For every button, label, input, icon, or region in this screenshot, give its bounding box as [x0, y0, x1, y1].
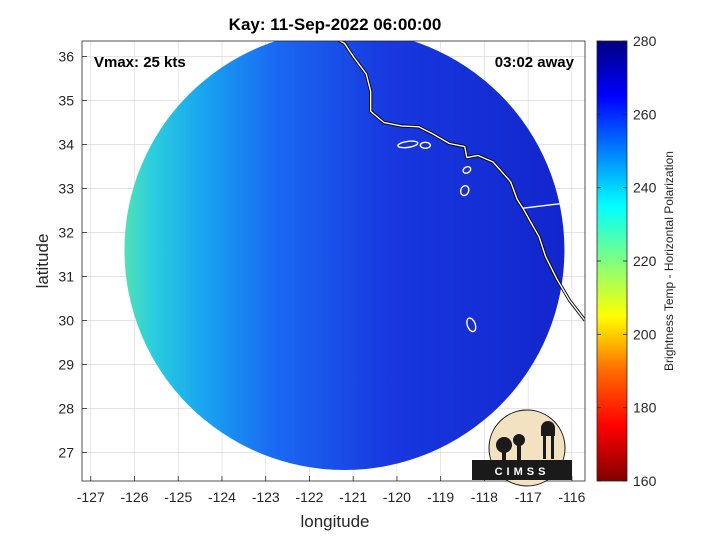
colorbar-tick-label: 260	[633, 106, 657, 122]
y-tick-label: 30	[58, 312, 74, 328]
colorbar-tick-label: 160	[633, 473, 657, 489]
swath-layer	[124, 41, 585, 470]
y-tick-label: 31	[58, 268, 74, 284]
colorbar-tick-label: 220	[633, 253, 657, 269]
x-tick-label: -120	[383, 489, 411, 505]
colorbar-tick-label: 240	[633, 180, 657, 196]
x-tick-label: -127	[77, 489, 105, 505]
time-offset-annotation: 03:02 away	[495, 54, 575, 71]
brightness-temp-swath	[124, 41, 565, 470]
border-line	[522, 200, 585, 209]
colorbar-ticks: 160 180 200 220 240 260 280	[597, 33, 657, 489]
x-tick-label: -116	[558, 489, 585, 505]
y-tick-label: 27	[58, 444, 74, 460]
x-tick-label: -125	[164, 489, 192, 505]
x-axis-label: longitude	[300, 512, 369, 531]
x-tick-label: -121	[339, 489, 367, 505]
y-axis: 27 28 29 30 31 32 33 34 35 36	[58, 48, 87, 460]
island	[466, 317, 477, 333]
island	[419, 141, 432, 149]
islands	[397, 140, 477, 333]
island	[397, 140, 419, 149]
y-tick-label: 33	[58, 180, 74, 196]
colorbar	[596, 40, 628, 482]
y-tick-label: 36	[58, 48, 74, 64]
x-tick-label: -118	[471, 489, 498, 505]
y-tick-label: 29	[58, 356, 74, 372]
x-tick-label: -123	[252, 489, 280, 505]
island	[462, 165, 472, 174]
logo-text: CIMSS	[495, 466, 550, 478]
plot-frame	[81, 40, 586, 482]
x-tick-label: -117	[515, 489, 542, 505]
x-tick-label: -122	[295, 489, 323, 505]
y-tick-label: 35	[58, 92, 74, 108]
vmax-annotation: Vmax: 25 kts	[94, 54, 186, 71]
y-tick-label: 28	[58, 400, 74, 416]
island	[459, 185, 470, 197]
y-tick-label: 34	[58, 136, 74, 152]
x-tick-label: -119	[427, 489, 454, 505]
x-axis: -127 -126 -125 -124 -123 -122 -121 -120 -119 -118…	[77, 476, 586, 505]
colorbar-tick-label: 180	[633, 400, 657, 416]
colorbar-label: Brightness Temp - Horizontal Polarizatio…	[662, 151, 676, 371]
y-axis-label: latitude	[33, 234, 52, 289]
coastline-highlight	[338, 41, 585, 321]
x-tick-label: -124	[208, 489, 236, 505]
x-tick-label: -126	[120, 489, 148, 505]
colorbar-tick-label: 280	[633, 33, 657, 49]
y-tick-label: 32	[58, 224, 74, 240]
cimss-logo: CIMSS	[472, 409, 572, 487]
colorbar-tick-label: 200	[633, 326, 657, 342]
chart-title: Kay: 11-Sep-2022 06:00:00	[229, 15, 442, 34]
